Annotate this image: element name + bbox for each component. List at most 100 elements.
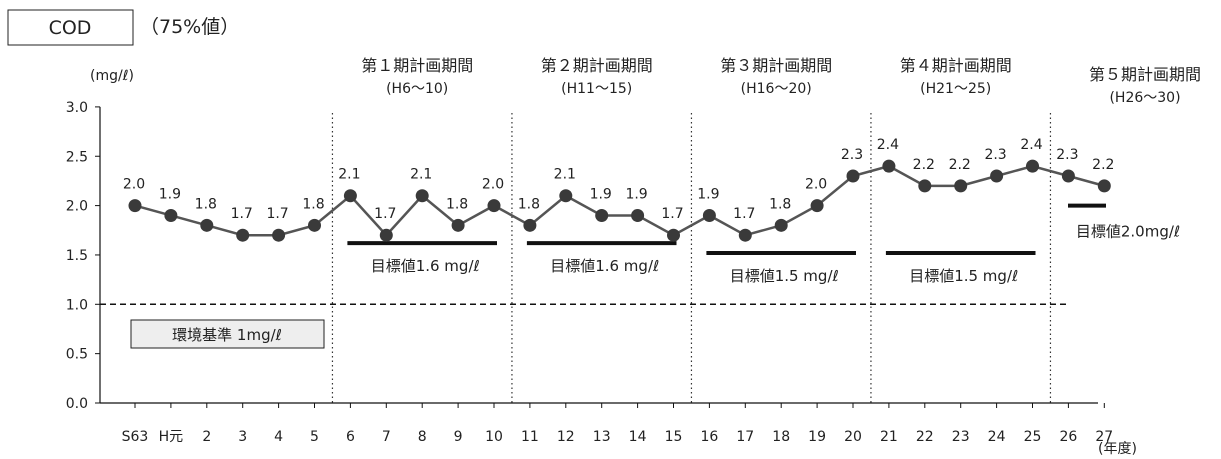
data-label: 1.8 [518, 196, 540, 212]
period-title: 第２期計画期間 [541, 56, 653, 75]
data-point [1097, 179, 1111, 193]
x-tick-label: 3 [238, 429, 247, 445]
data-label: 1.8 [302, 196, 324, 212]
period-range: (H21〜25) [920, 81, 991, 97]
y-tick-label: 0.0 [66, 396, 88, 412]
y-axis-unit-label: (mg/ℓ) [90, 68, 134, 84]
data-point [1061, 169, 1075, 183]
data-point [487, 199, 501, 213]
data-series: 2.0 1.9 1.8 1.7 1.7 1.8 2.1 1.7 2.1 1.8 2.0 1.8 2.1 1… [123, 137, 1114, 242]
data-label: 2.0 [482, 177, 504, 193]
data-label: 1.7 [266, 206, 288, 222]
x-tick-label: 12 [557, 429, 575, 445]
data-point [236, 228, 250, 242]
x-tick-label: 6 [346, 429, 355, 445]
data-point [918, 179, 932, 193]
y-tick-label: 2.5 [66, 149, 88, 165]
period-title: 第３期計画期間 [720, 56, 832, 75]
x-tick-label: 22 [916, 429, 934, 445]
data-point [990, 169, 1004, 183]
target-label: 目標値2.0mg/ℓ [1076, 223, 1180, 241]
data-label: 2.3 [1056, 147, 1078, 163]
chart-subtitle: （75%値） [140, 16, 239, 38]
x-tick-label: 18 [772, 429, 790, 445]
data-label: 1.7 [661, 206, 683, 222]
x-tick-label: S63 [122, 429, 149, 445]
x-tick-label: 8 [418, 429, 427, 445]
x-axis-unit-label: (年度) [1098, 441, 1137, 457]
x-tick-label: 13 [593, 429, 611, 445]
x-tick-label: 27 [1095, 429, 1113, 445]
plan-periods: 第１期計画期間 (H6〜10) 目標値1.6 mg/ℓ 第２期計画期間 (H11〜15)… [331, 56, 1201, 403]
standard-label-box [130, 319, 325, 349]
data-point [559, 189, 573, 203]
x-tick-label: 26 [1059, 429, 1077, 445]
period-range: (H11〜15) [561, 81, 632, 97]
data-label: 2.0 [805, 177, 827, 193]
data-point [667, 228, 680, 242]
data-point [954, 179, 968, 193]
x-tick-label: 24 [988, 429, 1006, 445]
data-point [272, 228, 286, 242]
x-tick-label: 14 [629, 429, 647, 445]
data-point [810, 199, 824, 213]
data-label: 2.4 [877, 137, 899, 153]
data-point [846, 169, 860, 183]
data-label: 2.1 [338, 167, 360, 183]
x-tick-label: 11 [521, 429, 539, 445]
data-point [451, 218, 465, 232]
standard-label: 環境基準 1mg/ℓ [172, 326, 282, 344]
x-tick-label: 9 [454, 429, 463, 445]
chart-title: COD [49, 17, 92, 39]
x-tick-label: 7 [382, 429, 391, 445]
data-label: 1.7 [231, 206, 253, 222]
x-tick-label: 15 [665, 429, 683, 445]
data-label: 1.9 [625, 186, 647, 202]
data-point [882, 159, 896, 173]
x-tick-label: 25 [1024, 429, 1042, 445]
data-label: 1.8 [446, 196, 468, 212]
data-label: 1.9 [590, 186, 612, 202]
data-label: 1.9 [159, 186, 181, 202]
data-point [164, 208, 178, 222]
y-tick-label: 3.0 [66, 100, 88, 116]
x-tick-label: 4 [274, 429, 283, 445]
x-tick-label: 23 [952, 429, 970, 445]
x-tick-label: 2 [202, 429, 211, 445]
data-point [631, 208, 645, 222]
period-title: 第１期計画期間 [361, 56, 473, 75]
data-label: 2.2 [913, 157, 935, 173]
y-tick-label: 0.5 [66, 347, 88, 363]
target-label: 目標値1.6 mg/ℓ [550, 257, 659, 275]
y-tick-label: 1.0 [66, 297, 88, 313]
title-box [7, 9, 134, 46]
x-tick-label: H元 [159, 429, 184, 445]
x-tick-label: 16 [700, 429, 718, 445]
data-label: 1.8 [195, 196, 217, 212]
target-label: 目標値1.6 mg/ℓ [371, 257, 480, 275]
period-range: (H26〜30) [1109, 90, 1180, 106]
data-point [774, 218, 788, 232]
data-label: 2.2 [1092, 157, 1114, 173]
data-label: 2.0 [123, 177, 145, 193]
y-tick-label: 2.0 [66, 199, 88, 215]
x-tick-label: 21 [880, 429, 898, 445]
x-tick-label: 19 [808, 429, 826, 445]
x-tick-label: 20 [844, 429, 862, 445]
data-point [200, 218, 214, 232]
data-point [595, 208, 609, 222]
data-point [343, 189, 357, 203]
target-label: 目標値1.5 mg/ℓ [909, 267, 1018, 285]
data-point [128, 199, 142, 213]
period-range: (H6〜10) [386, 81, 448, 97]
data-label: 2.1 [410, 167, 432, 183]
period-title: 第４期計画期間 [900, 56, 1012, 75]
data-point [738, 228, 752, 242]
data-point [1026, 159, 1039, 173]
series-line [134, 164, 1105, 238]
data-label: 2.3 [841, 147, 863, 163]
data-point [379, 228, 393, 242]
period-range: (H16〜20) [741, 81, 812, 97]
data-label: 2.3 [984, 147, 1006, 163]
